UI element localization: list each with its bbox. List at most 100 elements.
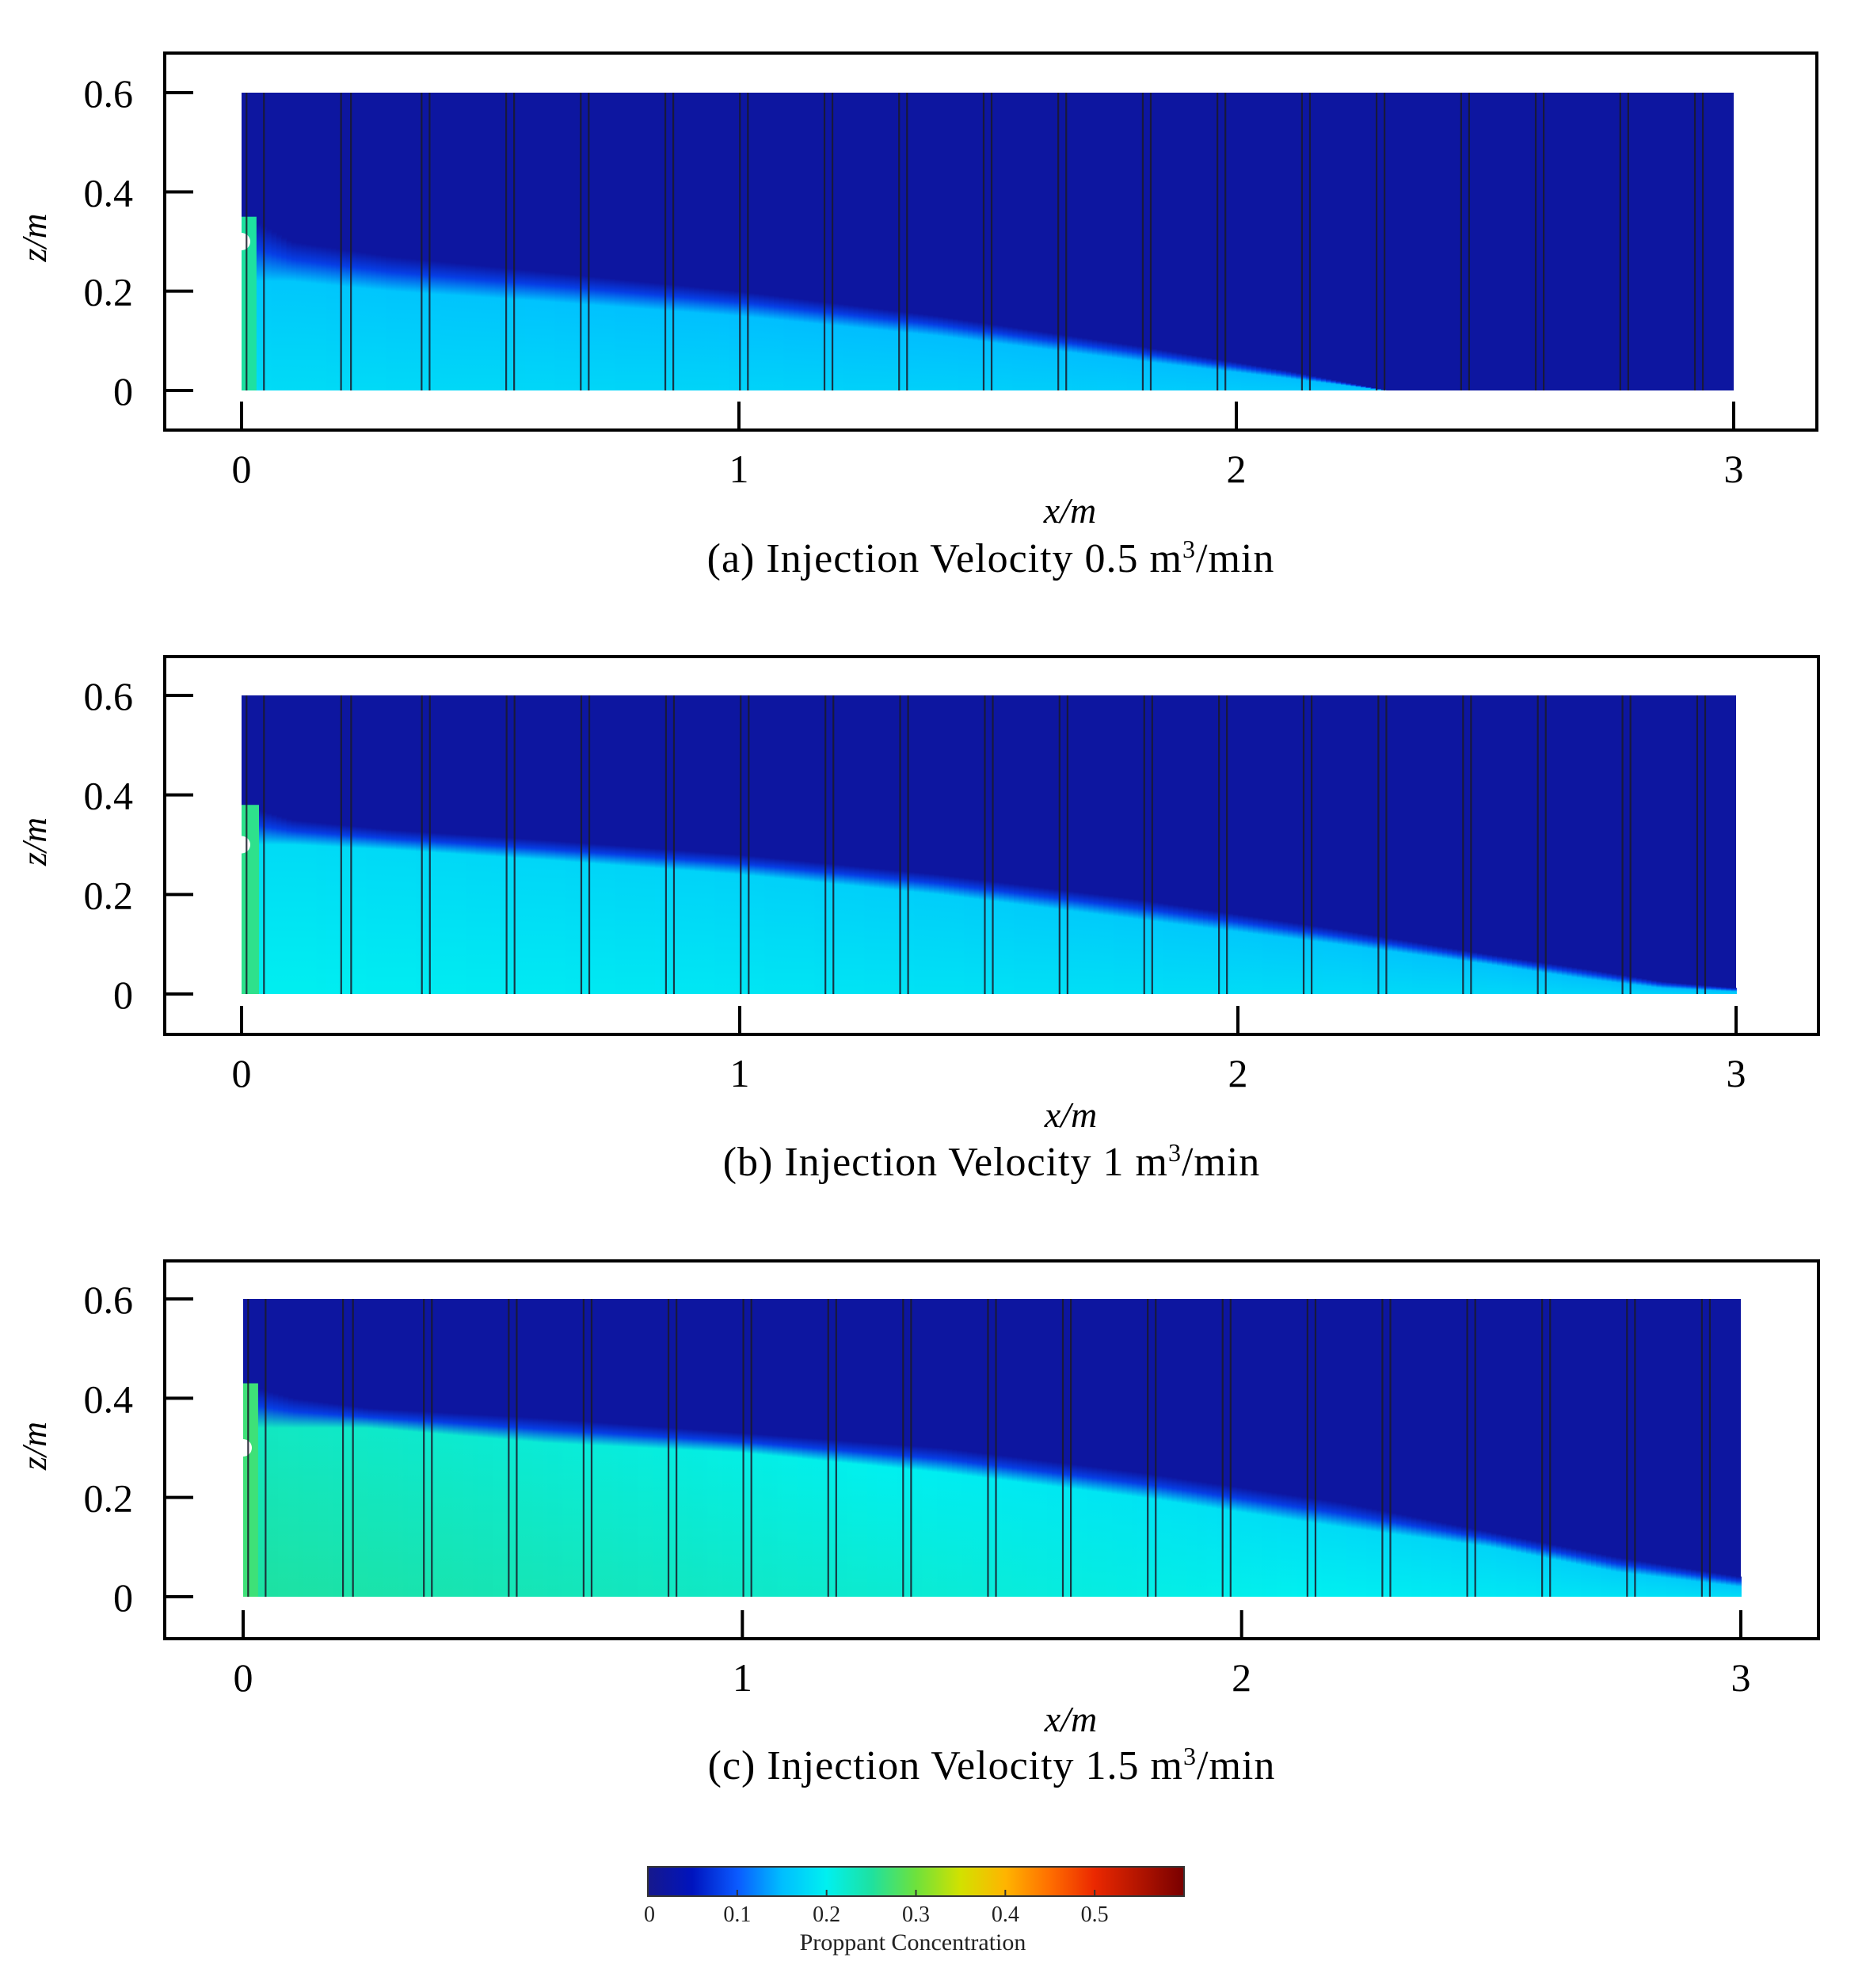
bed-strip: [1321, 1499, 1327, 1597]
bed-strip: [725, 853, 731, 994]
bed-strip: [879, 868, 885, 994]
bed-strip: [570, 842, 577, 994]
bed-strip: [669, 849, 676, 994]
bed-strip: [580, 843, 586, 994]
bed-strip: [1456, 949, 1463, 994]
bed-strip: [1551, 1544, 1557, 1597]
bed-strip: [893, 310, 899, 390]
bed-strip: [266, 813, 272, 994]
bed-strip: [798, 299, 805, 390]
bed-strip: [754, 856, 760, 994]
bed-strip: [1291, 371, 1297, 390]
x-axis-label: x/m: [1044, 1699, 1097, 1739]
bed-strip: [1305, 375, 1312, 390]
bed-strip: [783, 297, 790, 390]
x-tick-label: 2: [1232, 1655, 1251, 1700]
colorbar-tick-label: 0.4: [992, 1902, 1019, 1927]
bed-strip: [1173, 905, 1179, 994]
bed-strip: [852, 1441, 859, 1597]
bed-strip: [485, 836, 492, 994]
bed-strip: [1706, 985, 1712, 994]
bed-strip: [1352, 931, 1358, 994]
bed-strip: [818, 301, 824, 390]
bed-strip: [1726, 1575, 1732, 1597]
bed-strip: [1466, 1527, 1472, 1597]
bed-strip: [1202, 909, 1209, 994]
bed-strip: [562, 1419, 569, 1597]
bed-strip: [1536, 962, 1543, 994]
bed-strip: [812, 1438, 818, 1597]
bed-strip: [366, 253, 372, 390]
bed-strip: [351, 250, 357, 390]
bed-strip: [458, 1413, 464, 1597]
bed-strip: [1676, 1567, 1682, 1597]
bed-strip: [1541, 962, 1548, 994]
bed-strip: [326, 823, 333, 994]
bed-strip: [1356, 1506, 1362, 1597]
bed-strip: [1361, 386, 1367, 390]
baffle-lines: [246, 695, 1707, 994]
bed-strip: [356, 251, 362, 390]
bed-strip: [1046, 1461, 1053, 1597]
bed-strip: [1736, 988, 1737, 994]
bed-strip: [1412, 942, 1418, 994]
bed-strip: [316, 822, 322, 994]
bed-strip: [787, 1436, 794, 1597]
bed-strip: [1300, 374, 1307, 390]
bed-strip: [752, 1434, 759, 1598]
bed-strip: [1497, 956, 1503, 994]
bed-strip: [437, 1412, 444, 1597]
bed-strip: [1596, 971, 1602, 994]
bed-strip: [421, 259, 427, 390]
bed-strip: [574, 275, 581, 390]
bed-strip: [360, 252, 367, 390]
bed-strip: [307, 1400, 314, 1597]
bed-strip: [467, 1414, 474, 1597]
bed-strip: [1126, 1471, 1133, 1598]
bed-strip: [1731, 1575, 1737, 1597]
bed-strip: [620, 845, 626, 994]
y-axis-label: z/m: [15, 213, 54, 262]
bed-strip: [1377, 936, 1384, 994]
bed-strip: [1017, 1457, 1023, 1597]
bed-strip: [331, 824, 337, 994]
bed-strip: [823, 302, 829, 390]
bed-strip: [1206, 1483, 1213, 1597]
bed-strip: [627, 1424, 634, 1598]
bed-strip: [1266, 1491, 1273, 1597]
bed-strip: [1336, 1502, 1342, 1597]
bed-strip: [1181, 353, 1187, 390]
bed-strip: [1685, 1568, 1692, 1597]
y-tick-label: 0.4: [84, 774, 134, 818]
bed-strip: [1696, 1570, 1702, 1597]
bed-strip: [422, 1411, 429, 1597]
bed-strip: [1031, 1459, 1038, 1597]
bed-strip: [669, 284, 676, 390]
bed-strip: [992, 324, 999, 390]
bed-strip: [607, 1422, 614, 1597]
bed-strip: [597, 1422, 604, 1597]
bed-strip: [1521, 959, 1528, 994]
bed-strip: [873, 308, 879, 390]
bed-strip: [1108, 896, 1114, 994]
bed-strip: [972, 1452, 978, 1597]
bed-strip: [1431, 1521, 1437, 1597]
bed-strip: [1691, 984, 1697, 994]
bed-strip: [1152, 348, 1158, 390]
bed-strip: [1586, 969, 1593, 994]
bed-strip: [942, 1448, 948, 1597]
bed-strip: [1396, 1514, 1403, 1597]
bed-strip: [1426, 1519, 1432, 1597]
bed-strip: [1331, 1501, 1338, 1597]
concentration-field: [243, 1299, 1742, 1598]
bed-strip: [1312, 926, 1319, 994]
bed-strip: [1661, 981, 1667, 994]
bed-strip: [1262, 918, 1269, 994]
bed-strip: [1576, 968, 1582, 994]
bed-strip: [1106, 1468, 1113, 1597]
bed-strip: [532, 1417, 539, 1597]
bed-strip: [654, 283, 661, 390]
bed-strip: [739, 291, 745, 390]
bed-strip: [694, 287, 700, 390]
